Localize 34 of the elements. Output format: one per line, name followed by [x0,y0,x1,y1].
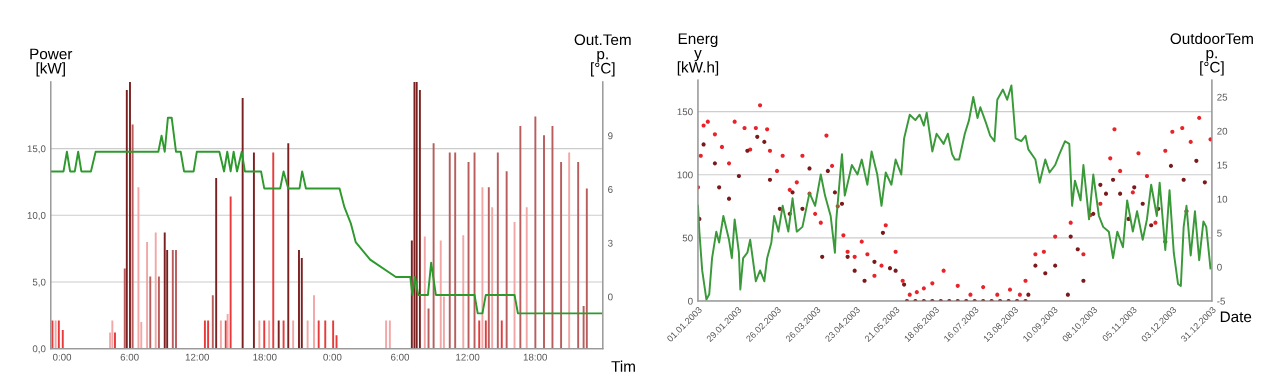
y2-axis-title: OutdoorTem p. [°C] [1170,32,1253,76]
y-tick-label: 150 [677,108,693,116]
x-axis-title: Tim [611,360,635,372]
x-tick-label: 6:00 [391,353,410,361]
y-tick-label: 15,0 [27,145,46,154]
x-tick-label: 6:00 [120,353,139,361]
x-tick-label: 18:00 [253,353,277,361]
y-tick-label: 100 [677,171,693,179]
x-tick-label: 18:00 [523,353,547,361]
y2-tick-label: 3 [608,239,613,247]
y2-axis-title: Out.Tem p. [°C] [574,34,631,77]
y2-tick-label: 5 [1217,229,1222,237]
x-tick-label: 0:00 [323,353,342,361]
y2-tick-label: 0 [608,293,613,301]
y2-tick-label: 20 [1217,127,1228,135]
y-tick-label: 50 [682,234,693,242]
x-axis-title: Date [1220,311,1252,323]
line-series [50,116,603,315]
y2-tick-label: 25 [1217,93,1228,101]
x-tick-label: 0:00 [52,353,72,361]
y-axis-title: Energ y [kW.h] [677,33,719,76]
y-tick-label: 0 [688,297,693,305]
y2-tick-label: -5 [1217,297,1225,305]
x-tick-label: 12:00 [456,353,480,361]
x-tick-label: 12:00 [185,353,209,361]
y-tick-label: 10,0 [27,212,46,221]
y2-tick-label: 9 [608,132,613,140]
y2-tick-label: 6 [608,186,613,193]
y2-tick-label: 10 [1217,195,1228,203]
y2-tick-label: 0 [1217,263,1222,271]
y2-tick-label: 15 [1217,161,1228,169]
y-tick-label: 0,0 [32,345,46,354]
y-tick-label: 5,0 [32,278,46,287]
y-axis-title: Power [kW] [30,48,73,77]
